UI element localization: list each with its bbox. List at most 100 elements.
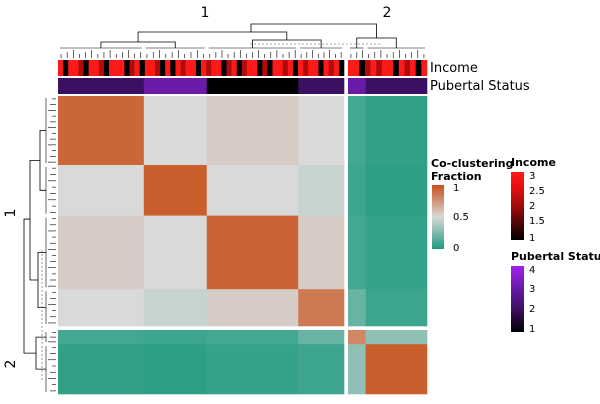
income-cell bbox=[160, 60, 166, 76]
income-cell bbox=[98, 60, 105, 76]
pubertal-cell-E bbox=[348, 78, 366, 94]
heatmap-cell-B-C bbox=[206, 165, 299, 216]
income-cell bbox=[376, 60, 383, 76]
income-cell bbox=[262, 60, 268, 76]
pubertal-cell-A bbox=[58, 78, 145, 94]
income-tick-3: 3 bbox=[529, 171, 535, 182]
income-tick-2-5: 2.5 bbox=[529, 186, 545, 197]
income-cell bbox=[267, 60, 273, 76]
income-cell bbox=[221, 60, 227, 76]
cocluster-legend-subtitle: Fraction bbox=[431, 170, 482, 183]
cocluster-legend-title: Co-clustering bbox=[431, 157, 513, 170]
income-cell bbox=[338, 60, 345, 76]
row-dendrogram-link bbox=[39, 130, 46, 191]
column-dendrogram-link bbox=[137, 31, 288, 42]
income-cell bbox=[387, 60, 394, 76]
cocluster-colorbar bbox=[432, 185, 444, 249]
column-split-label-2: 2 bbox=[383, 5, 392, 21]
heatmap-cell-D-B bbox=[143, 289, 208, 327]
income-cell bbox=[246, 60, 253, 76]
income-cell bbox=[88, 60, 95, 76]
row-dendrogram-link bbox=[29, 160, 40, 281]
income-cell bbox=[328, 60, 335, 76]
heatmap-cell-A-D bbox=[298, 96, 345, 166]
column-dendrogram-link bbox=[250, 23, 377, 38]
heatmap-cell-B-D bbox=[298, 165, 345, 216]
row-split-label-2: 2 bbox=[3, 360, 19, 369]
income-cell bbox=[292, 60, 299, 76]
heatmap-cell-A-B bbox=[143, 96, 208, 166]
income-cell bbox=[119, 60, 125, 76]
income-cell bbox=[78, 60, 84, 76]
income-legend: Income 3 2.5 2 1.5 1 bbox=[511, 156, 556, 244]
heatmap-cell-B-A bbox=[58, 165, 145, 216]
income-cell bbox=[236, 60, 243, 76]
column-dendrogram-link bbox=[356, 37, 397, 48]
pubertal-status-annotation-track bbox=[58, 78, 428, 94]
income-cell bbox=[348, 60, 354, 76]
income-cell bbox=[114, 60, 120, 76]
pubertal-tick-4: 4 bbox=[529, 265, 535, 276]
income-cell bbox=[231, 60, 238, 76]
heatmap-cell-B-F bbox=[365, 165, 428, 216]
income-cell bbox=[415, 60, 422, 76]
heatmap-cell-F-D bbox=[298, 344, 345, 395]
cocluster-legend: Co-clustering Fraction 1 0.5 0 bbox=[431, 157, 513, 254]
pubertal-cell-B bbox=[143, 78, 208, 94]
income-cell bbox=[272, 60, 278, 76]
income-legend-title: Income bbox=[511, 156, 556, 169]
income-cell bbox=[134, 60, 141, 76]
pubertal-tick-3: 3 bbox=[529, 284, 535, 295]
heatmap-cell-D-E bbox=[348, 289, 366, 327]
income-cell bbox=[323, 60, 329, 76]
column-dendrogram bbox=[60, 23, 425, 58]
income-cell bbox=[175, 60, 181, 76]
heatmap-cell-D-A bbox=[58, 289, 145, 327]
income-cell bbox=[252, 60, 258, 76]
heatmap-cell-A-C bbox=[206, 96, 299, 166]
heatmap-cell-F-B bbox=[143, 344, 208, 395]
heatmap-cell-E-F bbox=[365, 330, 428, 345]
income-cell bbox=[109, 60, 115, 76]
income-cell bbox=[364, 60, 371, 76]
pubertal-tick-2: 2 bbox=[529, 304, 535, 315]
income-cell bbox=[195, 60, 202, 76]
heatmap-cell-A-F bbox=[365, 96, 428, 166]
heatmap-cell-F-F bbox=[365, 344, 428, 395]
heatmap-cell-D-D bbox=[298, 289, 345, 327]
income-cell bbox=[313, 60, 319, 76]
cocluster-tick-1: 1 bbox=[453, 183, 459, 194]
heatmap-cell-C-D bbox=[298, 215, 345, 290]
heatmap-cell-B-E bbox=[348, 165, 366, 216]
income-cell bbox=[410, 60, 417, 76]
income-cell bbox=[58, 60, 64, 76]
pubertal-cell-D bbox=[298, 78, 345, 94]
income-cell bbox=[404, 60, 411, 76]
income-cell bbox=[308, 60, 314, 76]
income-cell bbox=[226, 60, 232, 76]
column-dendrogram-link bbox=[100, 41, 176, 48]
income-cell bbox=[73, 60, 79, 76]
heatmap-cell-E-C bbox=[206, 330, 299, 345]
income-cell bbox=[277, 60, 284, 76]
pubertal-tick-1: 1 bbox=[529, 324, 535, 335]
income-annotation-track bbox=[58, 60, 428, 76]
income-cell bbox=[185, 60, 192, 76]
income-cell bbox=[303, 60, 309, 76]
heatmap-cell-C-C bbox=[206, 215, 299, 290]
income-cell bbox=[180, 60, 186, 76]
heatmap-cell-A-E bbox=[348, 96, 366, 166]
row-dendrogram bbox=[23, 98, 56, 392]
cocluster-tick-0: 0 bbox=[453, 243, 459, 254]
pubertal-track-label: Pubertal Status bbox=[430, 79, 530, 94]
income-colorbar bbox=[511, 172, 524, 240]
income-cell bbox=[63, 60, 69, 76]
heatmap-cell-B-B bbox=[143, 165, 208, 216]
row-split-label-1: 1 bbox=[3, 209, 19, 218]
heatmap-cell-C-F bbox=[365, 215, 428, 290]
pubertal-legend-title: Pubertal Status bbox=[511, 250, 600, 263]
income-cell bbox=[103, 60, 110, 76]
income-cell bbox=[206, 60, 212, 76]
